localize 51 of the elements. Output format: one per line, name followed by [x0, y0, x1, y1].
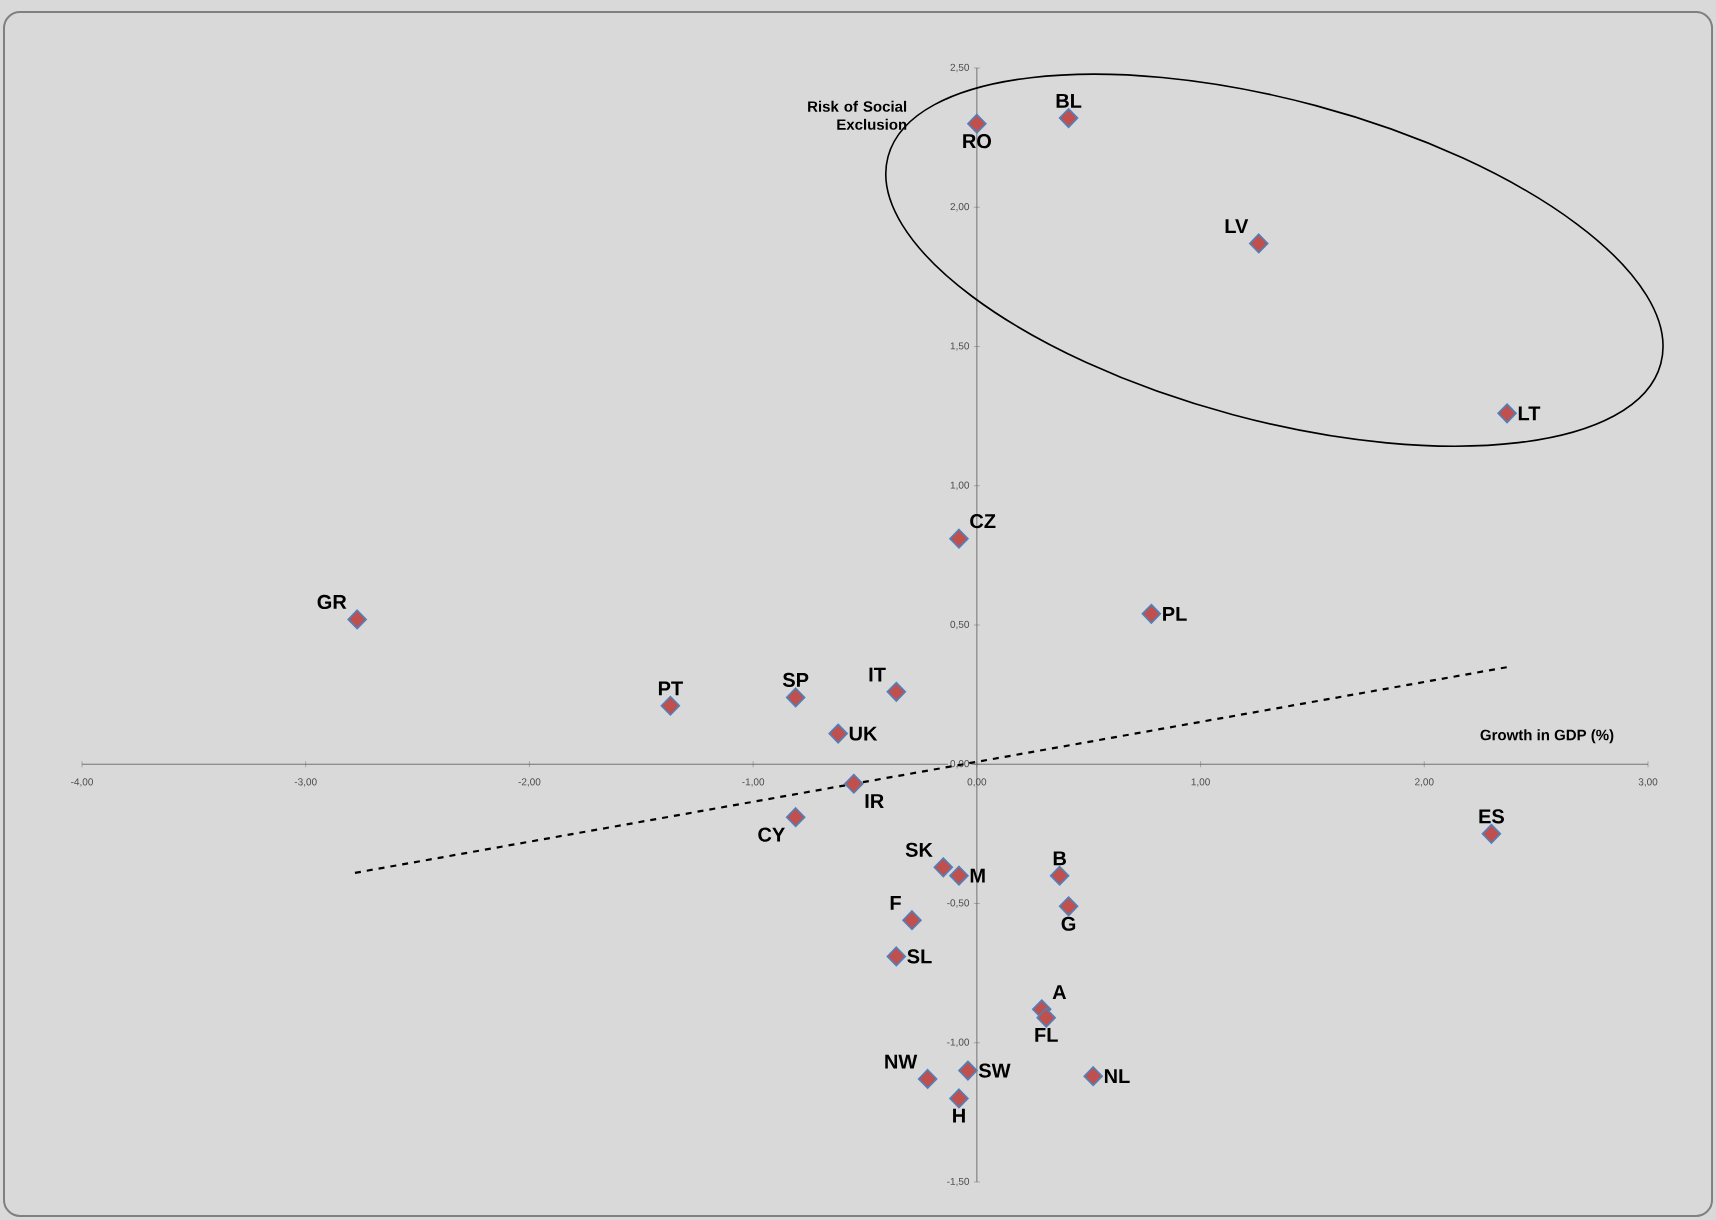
series-label: GR — [317, 594, 347, 610]
series-label: G — [1061, 916, 1076, 931]
series-label: ES — [1479, 809, 1504, 824]
point — [886, 681, 907, 702]
point — [785, 687, 806, 708]
point — [949, 865, 969, 886]
series-label: NW — [885, 1054, 918, 1069]
point — [1036, 1007, 1056, 1028]
series-label: BL — [1056, 93, 1082, 108]
series-label: SK — [905, 842, 933, 857]
point — [1058, 108, 1079, 129]
series-label: UK — [849, 726, 878, 741]
series-label: IT — [869, 667, 886, 682]
point — [967, 113, 987, 134]
series-label: SL — [907, 949, 932, 964]
series-label: SP — [782, 672, 809, 687]
point — [785, 807, 806, 828]
point — [933, 857, 954, 878]
point — [347, 609, 367, 630]
series-label: CZ — [970, 514, 996, 529]
point — [949, 1088, 969, 1109]
series-label: B — [1053, 851, 1066, 866]
series-label: FL — [1035, 1028, 1058, 1042]
point — [1049, 865, 1070, 886]
point — [1481, 823, 1502, 844]
point — [917, 1068, 938, 1089]
series-label: LV — [1225, 219, 1249, 234]
point — [1058, 896, 1079, 917]
series-label: H — [953, 1108, 965, 1123]
series-label: NL — [1104, 1069, 1130, 1084]
series-label: A — [1052, 985, 1067, 999]
point — [1141, 603, 1162, 624]
series-label: SW — [978, 1063, 1011, 1078]
series-label: IR — [865, 794, 884, 808]
series-label: RO — [963, 134, 992, 149]
point — [1083, 1066, 1103, 1087]
point — [949, 528, 969, 549]
point — [902, 910, 922, 931]
point — [1497, 403, 1517, 424]
series-label: PL — [1163, 606, 1187, 621]
point — [844, 773, 864, 794]
point — [1248, 233, 1269, 254]
series-label: CY — [758, 827, 785, 842]
point — [886, 946, 907, 967]
point — [660, 695, 681, 716]
point — [958, 1060, 978, 1081]
point — [828, 723, 848, 744]
series-label: PT — [658, 681, 683, 696]
series-label: LT — [1518, 406, 1541, 421]
series-label: F — [890, 896, 901, 910]
series-label: M — [970, 868, 985, 883]
